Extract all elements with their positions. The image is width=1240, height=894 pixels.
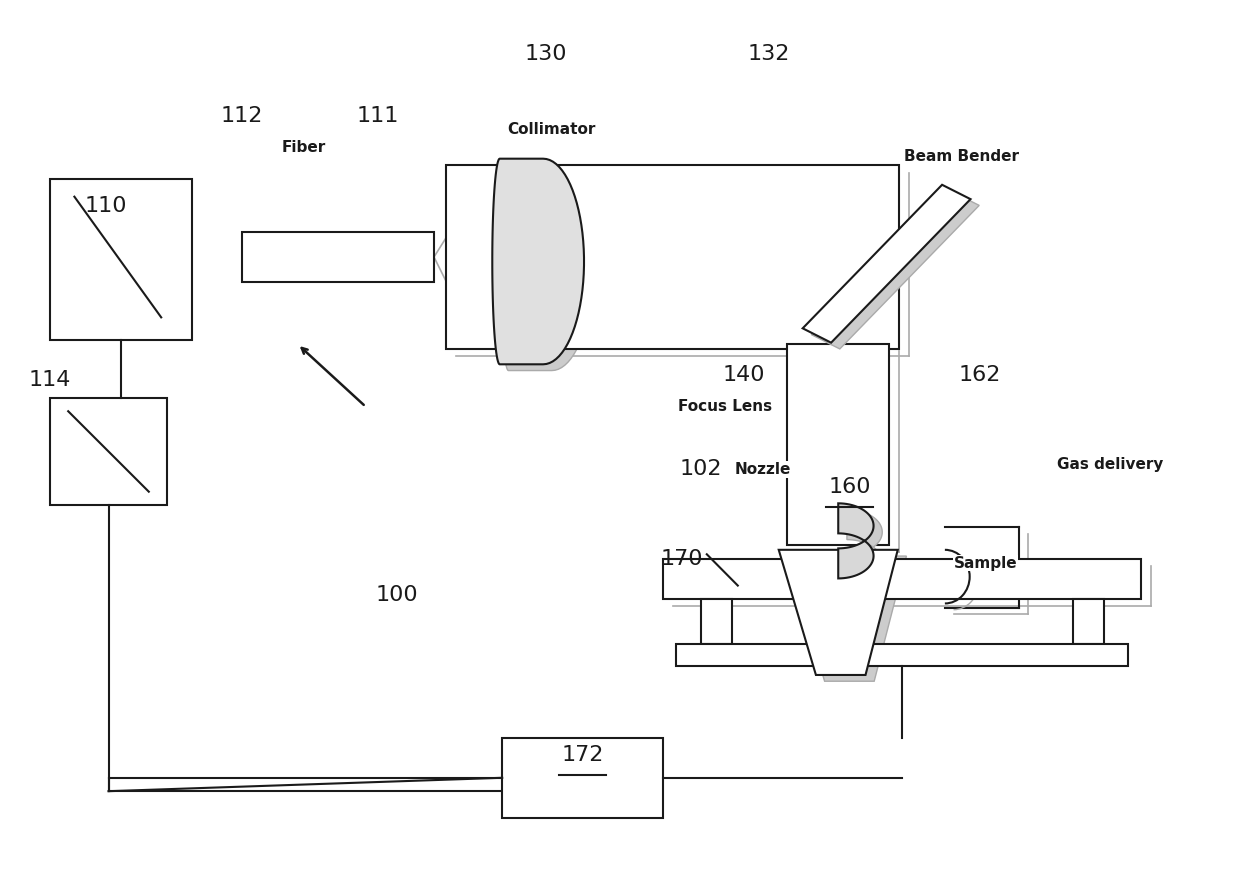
Text: Nozzle: Nozzle [734,462,791,477]
Text: 140: 140 [723,366,765,385]
Text: Focus Lens: Focus Lens [678,400,773,414]
Text: 114: 114 [29,370,71,390]
Polygon shape [779,550,898,675]
Polygon shape [811,191,980,349]
Bar [50,398,167,505]
Bar [446,165,899,349]
Polygon shape [838,503,873,578]
Bar [1073,599,1104,644]
Text: 102: 102 [680,460,722,479]
Text: Sample: Sample [954,556,1018,570]
Bar [502,738,663,818]
Text: Beam Bender: Beam Bender [904,149,1018,164]
Polygon shape [501,164,593,370]
Bar [242,232,434,282]
Text: 132: 132 [748,44,790,63]
Polygon shape [492,159,584,365]
Text: Collimator: Collimator [507,122,596,137]
Bar [701,599,732,644]
Bar [50,179,192,340]
Polygon shape [802,185,971,342]
Polygon shape [847,510,882,585]
Text: Fiber: Fiber [281,140,326,155]
Text: 112: 112 [221,106,263,126]
Text: Gas delivery: Gas delivery [1056,458,1163,472]
Text: 111: 111 [357,106,399,126]
Text: 170: 170 [661,549,703,569]
Bar [787,344,889,545]
Text: 162: 162 [959,366,1001,385]
Polygon shape [787,556,906,681]
Bar [676,644,1128,666]
Text: 172: 172 [562,746,604,765]
Text: 160: 160 [828,477,870,497]
Bar [663,559,1141,599]
Text: 110: 110 [84,196,126,215]
Text: 130: 130 [525,44,567,63]
Text: 100: 100 [376,585,418,604]
